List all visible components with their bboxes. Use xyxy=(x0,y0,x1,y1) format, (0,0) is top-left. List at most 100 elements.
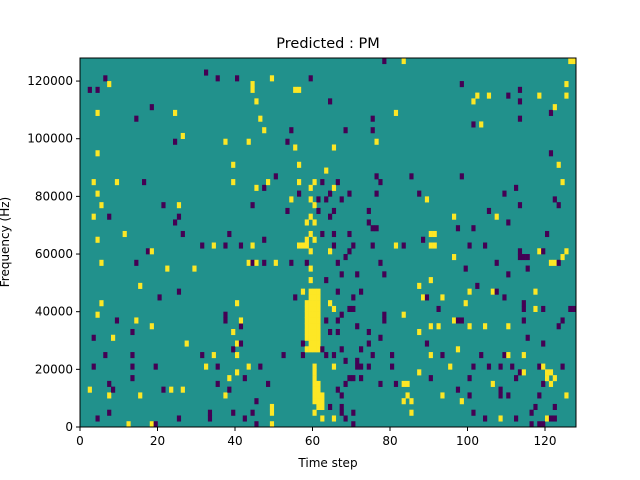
heatmap-cell xyxy=(180,386,185,393)
heatmap-cell xyxy=(258,115,263,122)
heatmap-cell xyxy=(564,248,569,255)
heatmap-cell xyxy=(552,259,557,266)
heatmap-cell xyxy=(138,282,143,289)
heatmap-cell xyxy=(459,398,464,405)
heatmap-cell xyxy=(111,334,116,341)
heatmap-cell xyxy=(424,294,430,301)
heatmap-cell xyxy=(545,230,550,238)
heatmap-cell xyxy=(180,230,185,238)
heatmap-cell xyxy=(452,213,457,220)
heatmap-cell xyxy=(304,242,309,249)
heatmap-cell xyxy=(231,346,236,353)
heatmap-cell xyxy=(266,380,271,387)
heatmap-cell xyxy=(304,334,309,341)
heatmap-cell xyxy=(572,305,577,312)
heatmap-cell xyxy=(502,294,507,301)
x-axis-ticks: 0 20 40 60 80 100 120 xyxy=(76,427,556,448)
heatmap-cell xyxy=(312,369,317,376)
heatmap-cell xyxy=(269,409,275,416)
heatmap-cell xyxy=(316,305,321,312)
heatmap-cell xyxy=(459,317,464,324)
heatmap-cell xyxy=(254,398,259,405)
heatmap-cell xyxy=(308,265,313,272)
heatmap-cell xyxy=(355,323,360,330)
heatmap-cell xyxy=(204,363,209,370)
heatmap-cell xyxy=(417,328,422,336)
heatmap-cell xyxy=(308,248,313,255)
y-axis-label: Frequency (Hz) xyxy=(0,197,12,288)
heatmap-cell xyxy=(320,392,325,399)
heatmap-cell xyxy=(304,328,309,336)
heatmap-cell xyxy=(308,196,313,203)
heatmap-cell xyxy=(331,363,337,370)
heatmap-cell xyxy=(180,132,185,140)
heatmap-cell xyxy=(312,236,317,243)
heatmap-cell xyxy=(312,294,317,301)
heatmap-cell xyxy=(517,115,523,122)
heatmap-cell xyxy=(455,386,461,393)
heatmap-cell xyxy=(289,127,294,134)
heatmap-cell xyxy=(545,375,550,382)
heatmap-cell xyxy=(382,317,387,324)
heatmap-cell xyxy=(304,311,309,318)
heatmap-cell xyxy=(556,161,561,168)
heatmap-cell xyxy=(297,190,302,197)
heatmap-cell xyxy=(405,392,410,399)
heatmap-cell xyxy=(95,236,100,243)
heatmap-cell xyxy=(498,415,503,422)
heatmap-cell xyxy=(235,75,240,82)
heatmap-cell xyxy=(134,259,139,266)
heatmap-cell xyxy=(564,392,569,399)
heatmap-cell xyxy=(370,352,375,359)
heatmap-cell xyxy=(107,380,112,387)
heatmap-cell xyxy=(393,109,399,116)
heatmap-cell xyxy=(343,254,348,261)
heatmap-cell xyxy=(335,179,340,186)
heatmap-cell xyxy=(320,346,325,353)
heatmap-cell xyxy=(308,305,313,312)
heatmap-cell xyxy=(95,86,100,93)
heatmap-cell xyxy=(308,328,313,336)
heatmap-cell xyxy=(107,81,112,88)
heatmap-cell xyxy=(130,375,135,382)
heatmap-cell xyxy=(467,242,472,249)
heatmap-cell xyxy=(390,352,395,359)
heatmap-cell xyxy=(308,346,313,353)
heatmap-cell xyxy=(238,340,244,347)
heatmap-cell xyxy=(463,265,468,272)
heatmap-cell xyxy=(211,352,216,359)
heatmap-cell xyxy=(401,398,406,405)
heatmap-cell xyxy=(312,202,317,209)
heatmap-cell xyxy=(312,334,317,341)
heatmap-cell xyxy=(537,363,542,370)
heatmap-cell xyxy=(351,294,356,301)
heatmap-cell xyxy=(161,202,166,209)
heatmap-cell xyxy=(107,392,112,399)
heatmap-cell xyxy=(335,386,340,393)
heatmap-cell xyxy=(552,104,557,111)
heatmap-cell xyxy=(312,386,317,393)
heatmap-cell xyxy=(486,207,492,214)
heatmap-cell xyxy=(300,288,306,295)
heatmap-cell xyxy=(355,357,360,364)
heatmap-cell xyxy=(258,363,263,370)
heatmap-cell xyxy=(176,213,182,220)
heatmap-cell xyxy=(281,352,286,359)
heatmap-cell xyxy=(176,288,182,295)
heatmap-cell xyxy=(486,92,492,99)
heatmap-cell xyxy=(215,75,220,82)
heatmap-plot-area xyxy=(79,57,577,428)
x-tick-label: 100 xyxy=(456,434,479,448)
heatmap-cell xyxy=(556,202,561,209)
heatmap-cell xyxy=(324,167,329,174)
heatmap-cell xyxy=(471,225,476,232)
heatmap-cell xyxy=(192,265,197,272)
heatmap-cell xyxy=(246,363,251,370)
heatmap-cell xyxy=(95,311,100,318)
heatmap-cell xyxy=(378,380,383,387)
heatmap-cell xyxy=(421,294,426,301)
heatmap-cell xyxy=(351,421,356,428)
heatmap-cell xyxy=(498,363,503,370)
heatmap-cell xyxy=(378,179,383,186)
